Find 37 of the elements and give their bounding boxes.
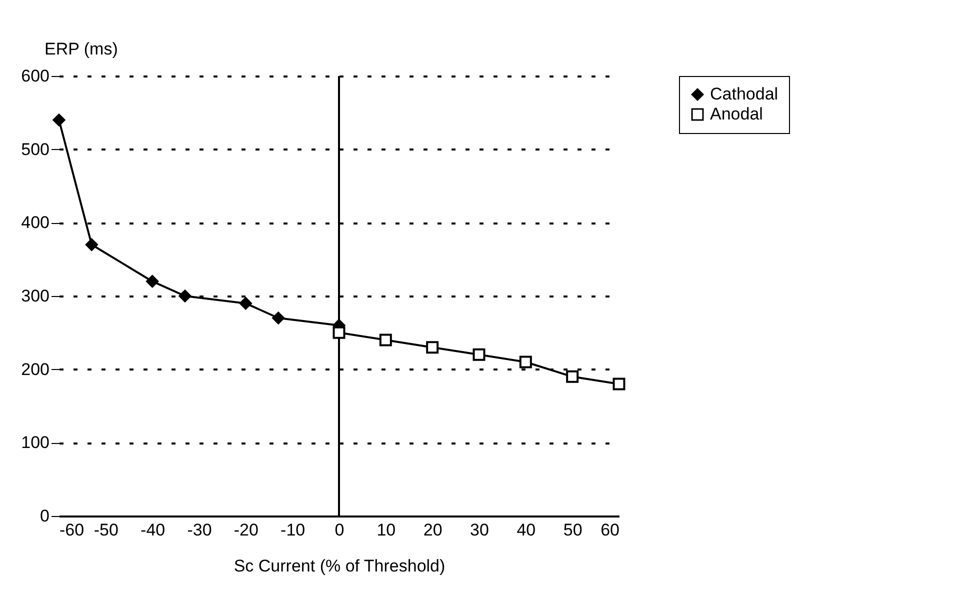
y-tick-label: 600 xyxy=(21,66,50,86)
x-tick-label: 30 xyxy=(470,520,489,540)
x-tick-label: -60 xyxy=(60,520,84,540)
y-tick-label: 200 xyxy=(21,360,50,379)
point xyxy=(52,114,66,126)
y-axis-title: ERP (ms) xyxy=(44,40,118,58)
x-tick-label: -20 xyxy=(234,520,258,540)
y-tick-label: 500 xyxy=(21,140,50,159)
point xyxy=(178,290,192,302)
x-tick-label: -50 xyxy=(94,520,118,540)
point xyxy=(519,356,532,368)
legend-label: Cathodal xyxy=(710,84,778,104)
point xyxy=(426,341,439,354)
point xyxy=(566,370,579,383)
point xyxy=(332,326,346,339)
point xyxy=(146,275,159,288)
x-tick-label: 60 xyxy=(600,520,620,540)
y-tick-label: 0 xyxy=(40,506,50,526)
x-tick-label: -10 xyxy=(280,520,306,540)
y-tick-label: 300 xyxy=(21,286,50,306)
y-tick-label: 100 xyxy=(21,433,50,452)
point xyxy=(239,297,252,310)
x-tick-label: -40 xyxy=(140,520,166,540)
x-tick-label: 20 xyxy=(423,520,442,540)
x-tick-label: 0 xyxy=(334,520,344,540)
point xyxy=(272,312,285,324)
legend-label: Anodal xyxy=(710,104,763,124)
x-tick-label: 40 xyxy=(516,520,536,540)
x-tick-label: -30 xyxy=(187,520,212,540)
x-axis-title: Sc Current (% of Threshold) xyxy=(234,556,446,576)
point xyxy=(85,238,98,251)
x-tick-label: 10 xyxy=(376,520,396,540)
point xyxy=(379,334,392,346)
y-tick-label: 400 xyxy=(21,213,50,232)
point xyxy=(472,348,486,361)
point xyxy=(612,378,626,390)
x-tick-label: 50 xyxy=(563,520,582,540)
